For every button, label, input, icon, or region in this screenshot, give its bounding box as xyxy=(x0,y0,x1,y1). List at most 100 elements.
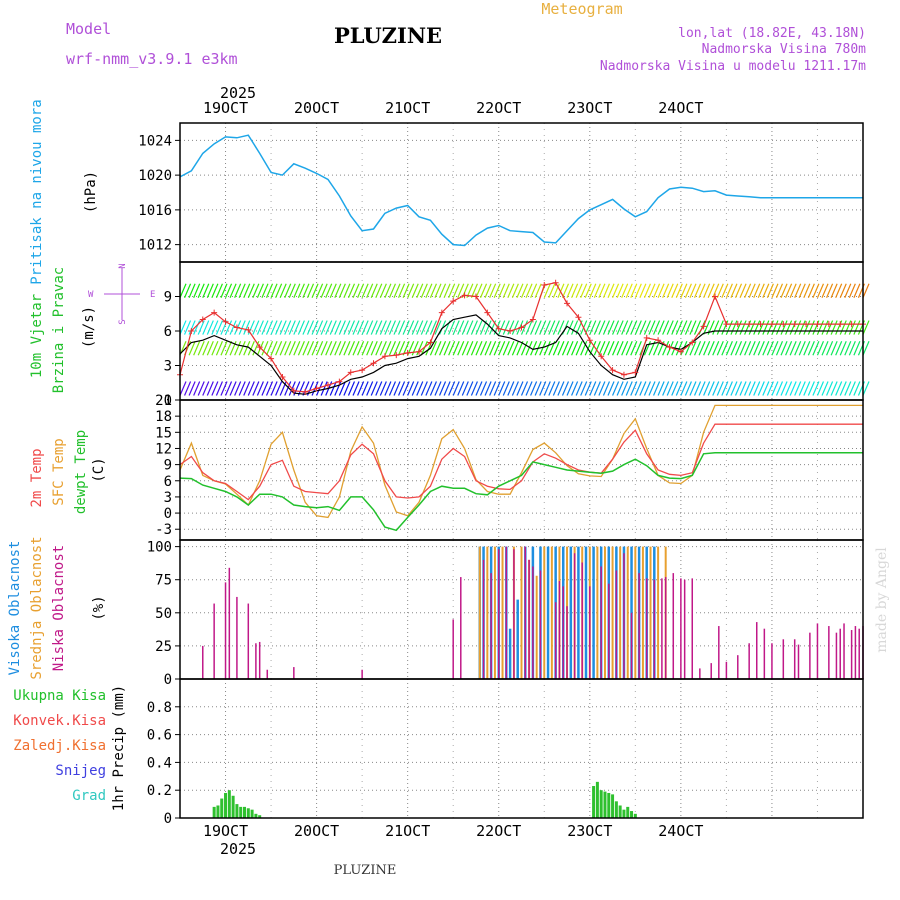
wind-arrow xyxy=(548,381,556,396)
gust-marker xyxy=(723,321,730,328)
wind-arrow xyxy=(848,381,856,396)
wind-arrow xyxy=(703,320,711,335)
wind-arrow xyxy=(361,320,369,335)
wind-arrow xyxy=(275,341,283,356)
wind-arrow xyxy=(789,381,797,396)
precip-bar xyxy=(227,790,231,818)
wind-arrow xyxy=(493,341,501,356)
wind-arrow xyxy=(707,381,715,396)
y-tick-label: 0 xyxy=(164,393,172,409)
wind-arrow xyxy=(566,283,574,298)
wind-arrow xyxy=(388,381,397,396)
wind-arrow xyxy=(466,341,474,356)
precip-bar xyxy=(231,795,235,818)
precip-bar xyxy=(235,804,239,818)
bottom-day-label: 22OCT xyxy=(476,822,521,840)
wind-arrow xyxy=(775,320,784,335)
wind-arrow xyxy=(666,341,674,356)
wind-arrow xyxy=(215,381,223,396)
wind-arrow xyxy=(179,283,187,298)
precip-bar xyxy=(626,806,630,818)
wind-arrow xyxy=(634,341,642,356)
wind-arrow xyxy=(530,381,538,396)
gust-marker xyxy=(450,298,457,305)
wind-arrow xyxy=(730,320,738,335)
wind-arrow xyxy=(375,341,383,356)
wind-arrow xyxy=(511,381,519,396)
wind-arrow xyxy=(539,381,547,396)
wind-arrow xyxy=(621,381,629,396)
wind-arrow xyxy=(211,320,219,335)
gust-marker xyxy=(427,339,434,346)
wind-arrow xyxy=(602,341,611,356)
wind-arrow xyxy=(206,283,214,298)
wind-arrow xyxy=(730,381,738,396)
wind-arrow xyxy=(703,283,711,298)
wind-arrow xyxy=(662,283,670,298)
gust-marker xyxy=(211,309,218,316)
wind-arrow xyxy=(384,320,392,335)
wind-arrow xyxy=(757,320,765,335)
wind-arrow xyxy=(807,320,815,335)
wind-arrow xyxy=(821,381,829,396)
precip-bar xyxy=(611,794,615,818)
wind-arrow xyxy=(493,283,501,298)
wind-arrow xyxy=(243,381,251,396)
wind-arrow xyxy=(721,381,729,396)
wind-arrow xyxy=(443,381,451,396)
wind-arrow xyxy=(862,283,870,298)
wind-arrow xyxy=(675,283,683,298)
wind-arrow xyxy=(220,283,228,298)
wind-arrow xyxy=(457,283,465,298)
wind-arrow xyxy=(744,283,752,298)
wind-arrow xyxy=(593,320,601,335)
wind-arrow xyxy=(557,320,565,335)
wind-arrow xyxy=(589,283,597,298)
wind-arrow xyxy=(498,381,506,396)
wind-arrow xyxy=(789,341,797,356)
wind-arrow xyxy=(666,320,674,335)
wind-arrow xyxy=(848,341,856,356)
wind-arrow xyxy=(343,320,351,335)
y-tick-label: 100 xyxy=(147,540,172,556)
wind-arrow xyxy=(689,283,697,298)
gust-marker xyxy=(347,369,354,376)
gust-marker xyxy=(620,371,627,378)
wind-arrow xyxy=(443,341,451,356)
gust-marker xyxy=(222,318,229,325)
elevation: Nadmorska Visina 780m xyxy=(702,42,867,57)
wind-arrow xyxy=(680,320,688,335)
precip-bar xyxy=(595,781,599,818)
wind-arrow xyxy=(671,381,679,396)
tick-labels: 10121016102010240369-3036912151821025507… xyxy=(138,133,180,827)
wind-arrow xyxy=(534,283,542,298)
wind-arrow xyxy=(343,381,351,396)
wind-arrow xyxy=(848,283,856,298)
wind-arrow xyxy=(621,320,629,335)
wind-arrow xyxy=(807,283,815,298)
y-tick-label: 0.8 xyxy=(147,700,172,716)
wind-arrow xyxy=(489,381,497,396)
gust-marker xyxy=(313,385,320,392)
wind-arrow xyxy=(224,381,233,396)
top-year: 2025 xyxy=(220,84,256,102)
wind-arrow xyxy=(452,341,460,356)
gust-marker xyxy=(381,353,388,360)
wind-arrow xyxy=(407,381,415,396)
wind-arrow xyxy=(561,341,570,356)
wind-arrow xyxy=(179,320,187,335)
wind-arrow xyxy=(575,381,583,396)
wind-arrow xyxy=(593,283,601,298)
wind-arrow xyxy=(215,320,223,335)
wind-arrow xyxy=(821,341,829,356)
precip-unit: 1hr Precip (mm) xyxy=(111,685,127,811)
wind-arrow xyxy=(748,320,756,335)
wind-arrow xyxy=(502,320,510,335)
wind-arrow xyxy=(265,283,274,298)
wind-arrow xyxy=(297,283,305,298)
precip-label-snow: Snijeg xyxy=(55,763,106,779)
gust-marker xyxy=(746,321,753,328)
wind-arrow xyxy=(484,283,492,298)
wind-arrow xyxy=(229,320,237,335)
